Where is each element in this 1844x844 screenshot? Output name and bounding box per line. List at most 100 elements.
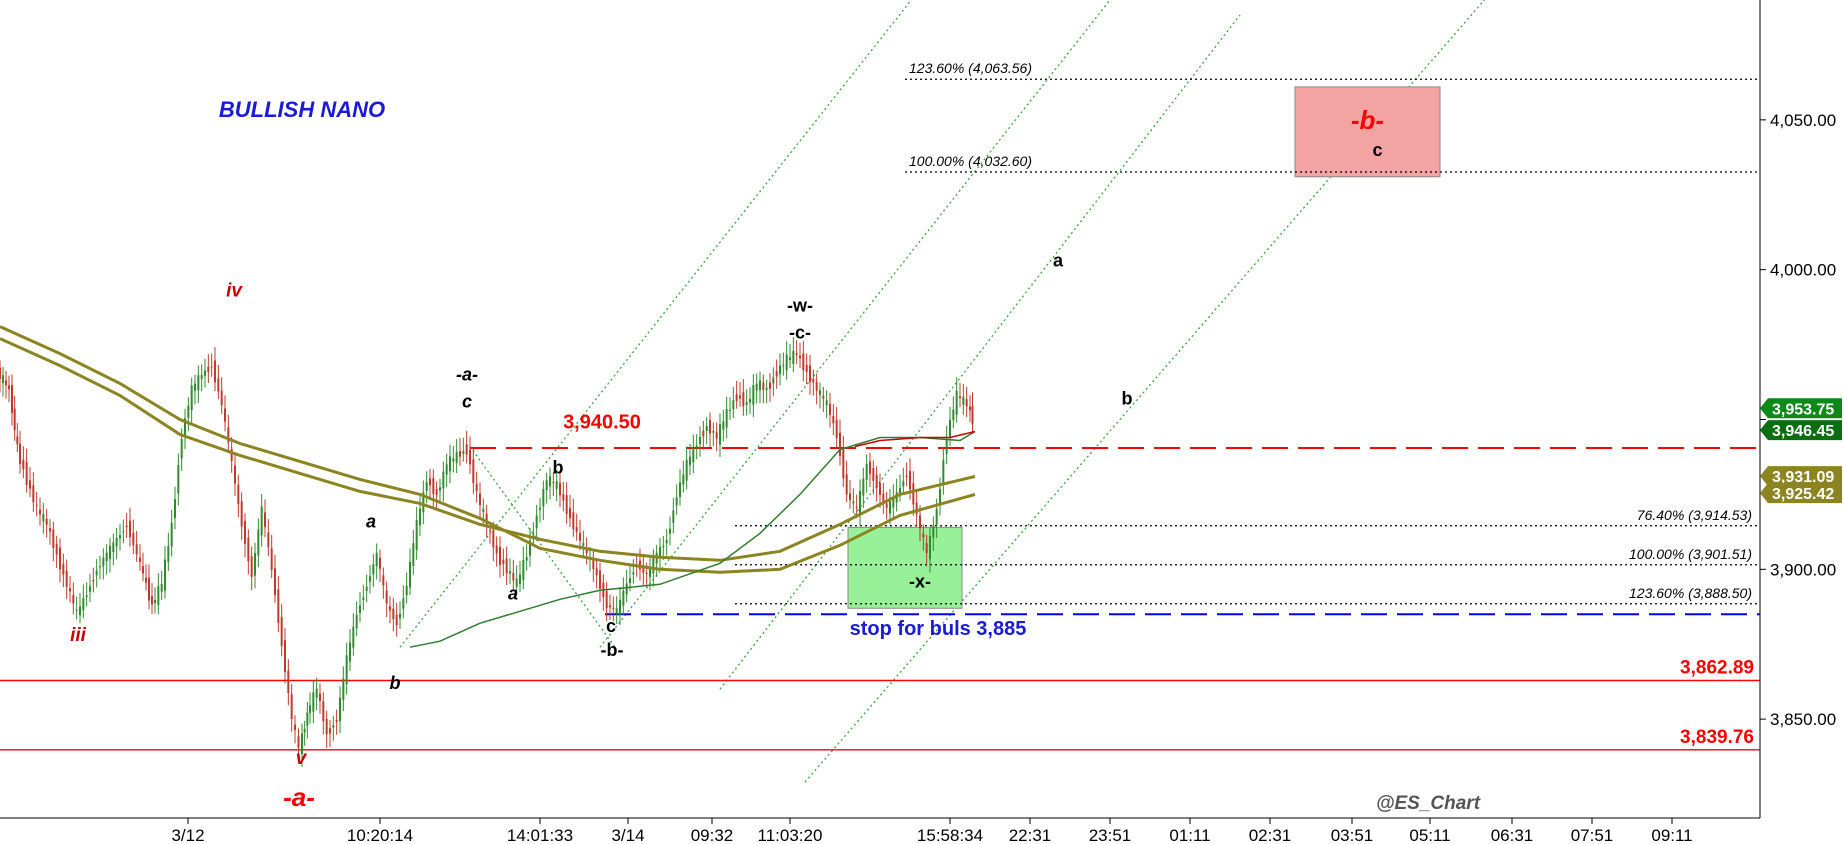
candle-body [325,718,328,735]
candle-body [785,354,788,371]
candle-body [585,549,588,553]
candle-body [345,655,348,685]
x-tick-label: 06:31 [1491,826,1534,844]
candle-body [805,364,808,373]
wave-label: 3,940.50 [563,411,641,433]
candle-body [395,614,398,626]
candle-body [0,367,1,379]
zone-sublabel: c [1372,140,1382,160]
candle-body [509,571,511,574]
wave-label: -a- [283,782,315,812]
candle-body [792,350,795,365]
candle-body [879,483,881,495]
candle-body [342,678,345,700]
candle-body [949,419,951,437]
candle-body [765,387,768,390]
candle-body [599,570,601,589]
candle-body [699,437,701,445]
candle-body [845,474,848,495]
candle-body [769,382,771,389]
candle-body [177,465,180,494]
candle-body [160,584,163,592]
candle-body [462,451,465,454]
candle-body [659,547,661,558]
candle-body [2,375,4,384]
candle-body [385,590,388,604]
series-line [409,430,976,648]
candle-body [575,527,578,533]
horizontal-levels: 123.60% (4,063.56) 100.00% (4,032.60) 76.4… [0,60,1760,751]
wave-label: c [462,392,472,412]
candle-body [69,588,71,592]
candle-body [692,446,695,463]
candle-body [812,379,815,383]
candle-body [187,405,190,418]
candle-body [174,499,176,519]
candle-body [65,570,68,587]
candle-body [237,484,240,505]
candle-body [872,468,875,481]
wave-label: b [390,673,401,693]
candle-body [22,459,25,470]
candle-body [109,545,111,559]
candle-body [762,382,765,390]
candle-body [184,418,186,437]
candle-body [675,497,678,506]
candle-body [335,720,338,723]
candle-body [154,599,156,604]
candle-body [505,558,508,574]
candle-body [512,572,515,581]
wave-labels: BULLISH NANO iv iii v -a-a b -a-c 3,940.50 b a c -b… [70,97,1754,814]
candle-body [32,485,35,503]
y-tick-label: 4,050.00 [1770,111,1836,130]
candle-body [695,445,698,448]
candle-body [642,565,645,573]
candle-body [939,488,941,504]
candle-body [145,577,147,583]
candle-body [542,488,545,507]
candle-body [485,514,488,525]
candle-body [612,607,615,609]
candle-body [622,590,625,606]
candle-body [422,492,425,513]
wave-label: b [553,457,564,477]
candle-body [679,482,681,498]
candle-body [135,544,138,555]
candle-body [442,471,445,489]
candle-body [645,572,648,575]
x-tick-label: 01:11 [1169,826,1210,844]
candle-body [739,395,741,399]
candle-body [359,605,361,613]
candle-body [425,482,428,491]
candle-body [13,408,16,431]
candle-body [375,552,378,567]
candle-body [862,478,865,496]
wave-label: -w- [787,296,813,316]
candle-body [180,439,183,459]
candle-body [922,533,925,538]
wave-label: b [1122,389,1133,409]
candle-body [329,728,331,734]
zone-label: -x- [909,571,931,591]
candle-body [16,436,19,445]
candle-body [889,501,891,514]
x-tick-label: 09:11 [1651,826,1692,844]
candle-body [224,408,226,422]
candle-body [535,515,538,529]
y-tick-label: 3,850.00 [1770,710,1836,729]
candle-body [665,540,668,544]
channel-line [599,0,1111,648]
candle-body [244,520,246,544]
candle-body [499,546,501,566]
candle-body [559,482,561,496]
price-tags: 3,953.75 3,946.45 3,931.093,925.42 [1760,398,1842,504]
candle-body [352,626,355,648]
candle-body [322,701,325,722]
candle-body [919,515,921,529]
candle-body [234,465,236,484]
candle-body [832,415,835,424]
candle-body [52,529,55,548]
price-tag-label: 3,925.42 [1772,486,1834,503]
candle-body [294,724,296,730]
candle-body [445,464,448,475]
